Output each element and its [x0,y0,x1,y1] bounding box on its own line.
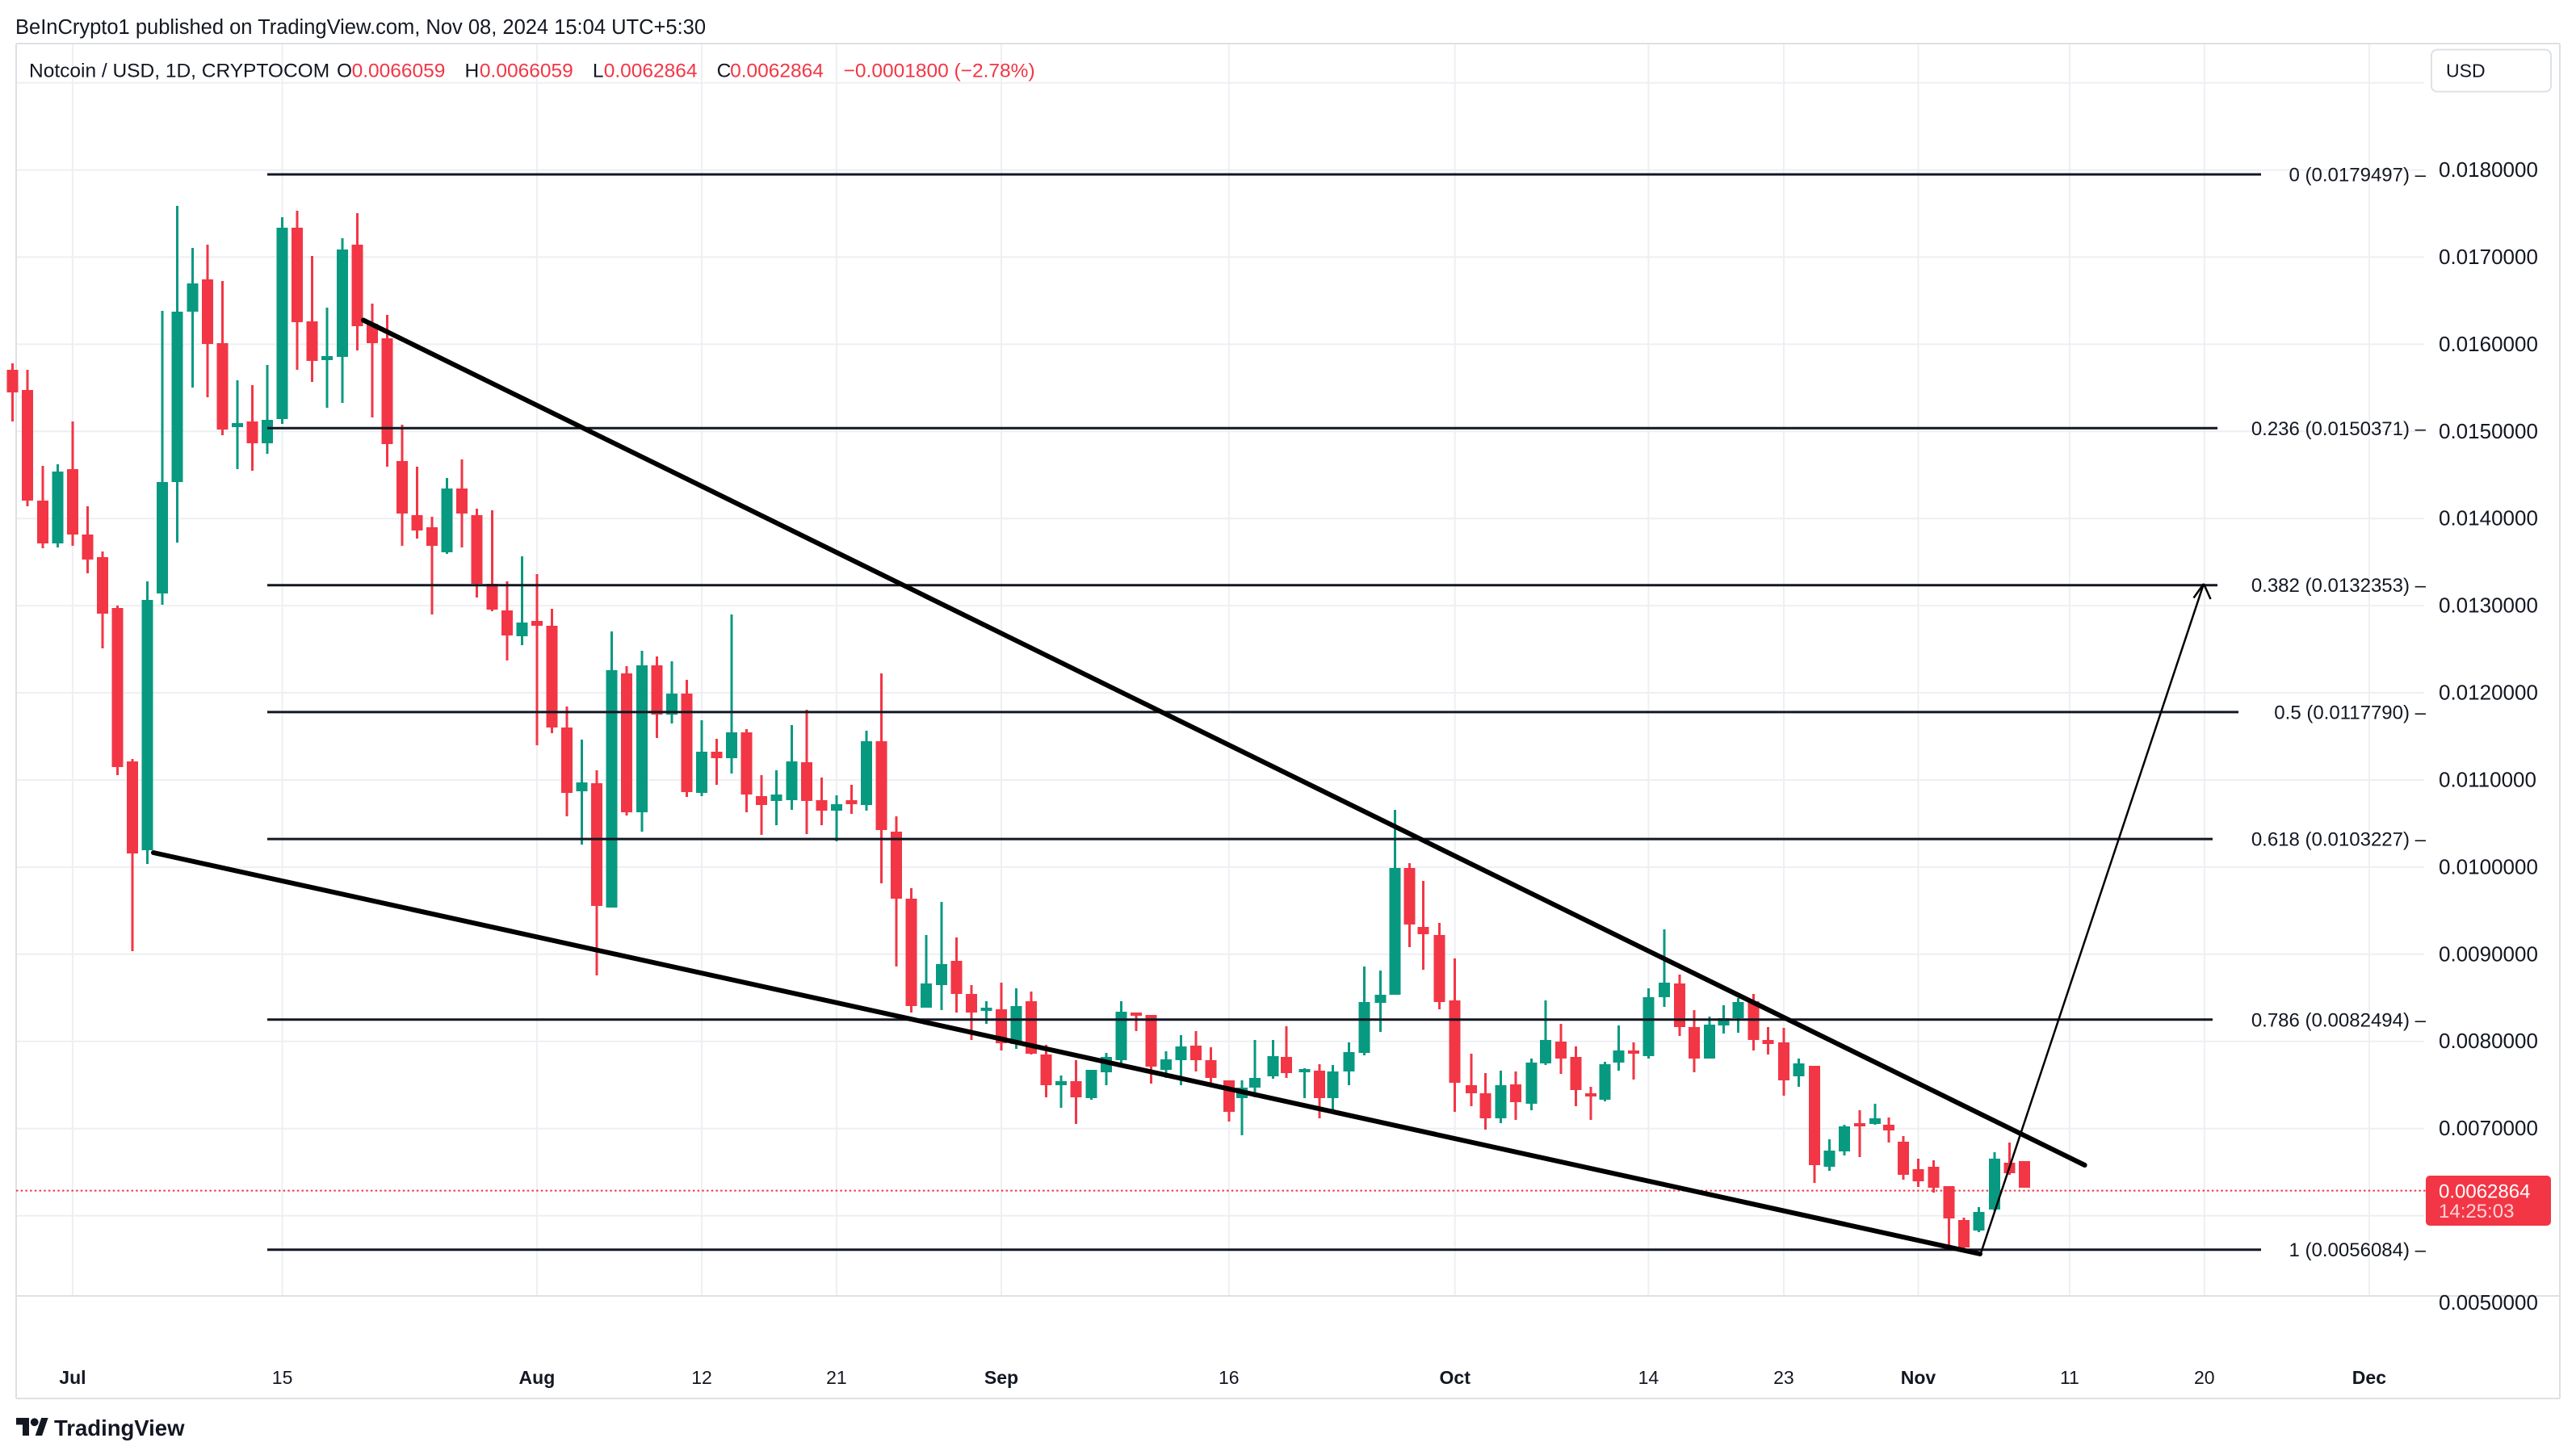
svg-text:0.5 (0.0117790) –: 0.5 (0.0117790) – [2274,702,2426,723]
svg-text:C: C [717,61,732,82]
svg-text:0.0066059: 0.0066059 [352,61,446,82]
svg-text:0.0062864: 0.0062864 [2439,1181,2530,1203]
svg-text:0.0070000: 0.0070000 [2439,1116,2538,1140]
svg-text:BeInCrypto1 published on Tradi: BeInCrypto1 published on TradingView.com… [15,16,706,39]
svg-text:0.0170000: 0.0170000 [2439,245,2538,269]
svg-text:12: 12 [691,1367,712,1388]
svg-text:23: 23 [1773,1367,1794,1388]
svg-text:Dec: Dec [2352,1367,2386,1388]
svg-text:0.236 (0.0150371) –: 0.236 (0.0150371) – [2251,418,2427,440]
svg-text:0.0050000: 0.0050000 [2439,1290,2538,1315]
svg-text:0.0062864: 0.0062864 [730,61,824,82]
svg-text:0.382 (0.0132353) –: 0.382 (0.0132353) – [2251,575,2427,597]
svg-text:0.0140000: 0.0140000 [2439,506,2538,530]
svg-text:TradingView: TradingView [54,1415,185,1440]
svg-text:L: L [593,61,604,82]
svg-text:0.0080000: 0.0080000 [2439,1029,2538,1053]
svg-text:0.0150000: 0.0150000 [2439,419,2538,443]
svg-text:Jul: Jul [59,1367,86,1388]
svg-text:0.0130000: 0.0130000 [2439,593,2538,618]
svg-text:15: 15 [272,1367,293,1388]
svg-text:0 (0.0179497) –: 0 (0.0179497) – [2289,165,2427,187]
svg-text:0.0062864: 0.0062864 [604,61,698,82]
svg-text:0.0110000: 0.0110000 [2439,768,2536,792]
svg-text:O: O [337,61,352,82]
svg-text:0.618 (0.0103227) –: 0.618 (0.0103227) – [2251,829,2427,851]
svg-text:0.0160000: 0.0160000 [2439,332,2538,356]
svg-text:0.0100000: 0.0100000 [2439,854,2538,878]
svg-text:−0.0001800 (−2.78%): −0.0001800 (−2.78%) [844,61,1035,82]
svg-text:16: 16 [1219,1367,1240,1388]
svg-text:0.0120000: 0.0120000 [2439,681,2538,705]
svg-text:0.0090000: 0.0090000 [2439,941,2538,966]
svg-text:Notcoin / USD, 1D, CRYPTOCOM: Notcoin / USD, 1D, CRYPTOCOM [29,61,329,82]
svg-text:H: H [465,61,480,82]
svg-text:0.0066059: 0.0066059 [480,61,573,82]
svg-text:Aug: Aug [519,1367,556,1388]
svg-text:14: 14 [1638,1367,1659,1388]
svg-text:USD: USD [2446,61,2486,82]
svg-text:21: 21 [826,1367,847,1388]
svg-text:1 (0.0056084) –: 1 (0.0056084) – [2289,1239,2427,1261]
svg-text:20: 20 [2194,1367,2215,1388]
svg-text:0.786 (0.0082494) –: 0.786 (0.0082494) – [2251,1009,2427,1031]
svg-text:14:25:03: 14:25:03 [2439,1201,2514,1222]
svg-text:0.0180000: 0.0180000 [2439,157,2538,182]
svg-text:Nov: Nov [1901,1367,1936,1388]
svg-text:11: 11 [2060,1367,2079,1388]
svg-text:Oct: Oct [1440,1367,1471,1388]
svg-text:Sep: Sep [984,1367,1018,1388]
